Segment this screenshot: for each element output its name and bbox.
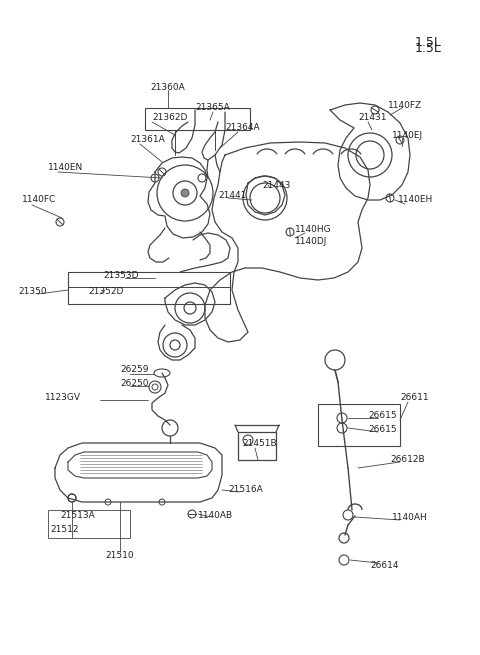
Text: 21350: 21350 [18,288,47,297]
Text: 1140EJ: 1140EJ [392,130,423,140]
Text: 1.5L: 1.5L [415,35,442,48]
Text: 21513A: 21513A [60,512,95,521]
Text: 26614: 26614 [370,561,398,569]
Text: 1140HG: 1140HG [295,225,332,234]
Text: 21510: 21510 [106,550,134,559]
Bar [68,272,230,304]
Text: 26615: 26615 [368,424,396,434]
Text: 21364A: 21364A [225,122,260,132]
Bar [145,108,250,130]
Bar [48,510,130,538]
Text: 1140FC: 1140FC [22,195,56,204]
Text: 21443: 21443 [262,181,290,189]
Bar [318,404,400,446]
Text: 21361A: 21361A [130,136,165,145]
Text: 1123GV: 1123GV [45,394,81,403]
Text: 26259: 26259 [120,365,148,375]
Text: 1140EN: 1140EN [48,164,83,172]
Text: 1140FZ: 1140FZ [388,100,422,109]
Text: 26612B: 26612B [390,455,425,464]
Text: 21362D: 21362D [152,113,187,121]
Circle shape [181,189,189,197]
Text: 26615: 26615 [368,411,396,421]
Text: 21431: 21431 [358,113,386,122]
Text: 1140AH: 1140AH [392,514,428,523]
Text: 1.5L: 1.5L [415,42,442,55]
Text: 21360A: 21360A [151,83,185,92]
Text: 1140AB: 1140AB [198,510,233,519]
Text: 26250: 26250 [120,379,148,388]
Text: 21516A: 21516A [228,485,263,495]
Text: 21512: 21512 [50,525,79,534]
Text: 26611: 26611 [400,394,429,403]
Text: 1140DJ: 1140DJ [295,238,327,246]
Bar [238,432,276,460]
Text: 21352D: 21352D [88,288,123,297]
Text: 21365A: 21365A [195,102,230,111]
Text: 21451B: 21451B [242,440,276,449]
Text: 21441: 21441 [218,191,246,200]
Text: 21353D: 21353D [103,272,139,280]
Text: 1140EH: 1140EH [398,195,433,204]
